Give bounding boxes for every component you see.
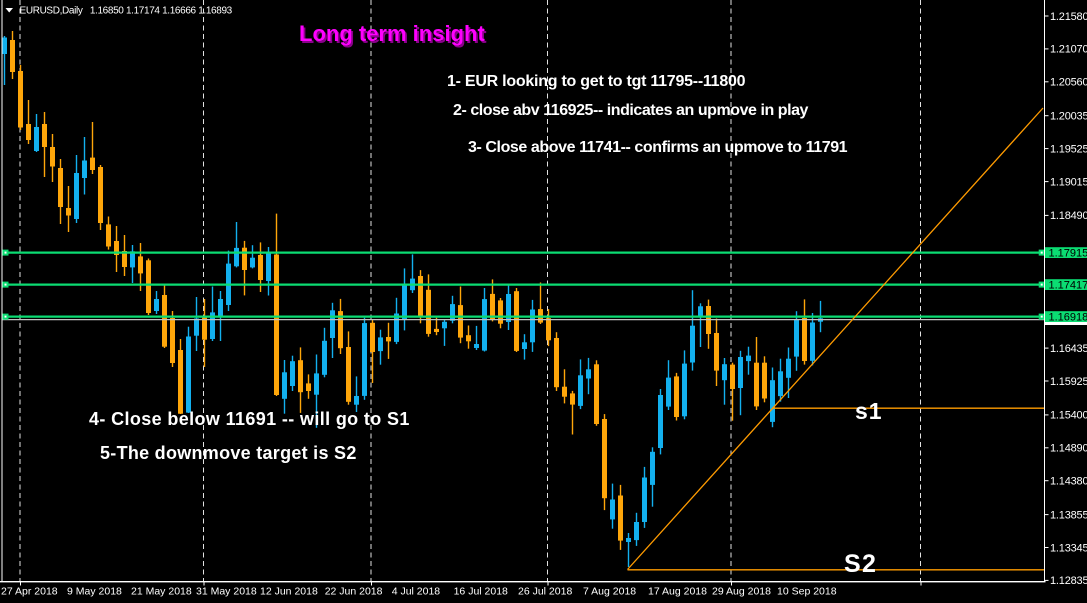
svg-text:12 Jun 2018: 12 Jun 2018 [260, 586, 318, 598]
svg-text:1.15400: 1.15400 [1050, 410, 1087, 422]
svg-text:1.12835: 1.12835 [1050, 575, 1087, 587]
svg-text:1.17417: 1.17417 [1049, 280, 1087, 292]
svg-text:1.14890: 1.14890 [1050, 443, 1087, 455]
svg-text:7 Aug 2018: 7 Aug 2018 [583, 586, 636, 598]
svg-text:26 Jul 2018: 26 Jul 2018 [518, 586, 572, 598]
svg-text:22 Jun 2018: 22 Jun 2018 [325, 586, 383, 598]
svg-text:9 May 2018: 9 May 2018 [67, 586, 122, 598]
svg-text:29 Aug 2018: 29 Aug 2018 [712, 586, 771, 598]
svg-text:1.15925: 1.15925 [1050, 376, 1087, 388]
svg-text:1.20560: 1.20560 [1050, 77, 1087, 89]
svg-text:1.13855: 1.13855 [1050, 509, 1087, 521]
svg-text:1.19525: 1.19525 [1050, 143, 1087, 155]
svg-text:16 Jul 2018: 16 Jul 2018 [454, 586, 508, 598]
svg-text:1.16918: 1.16918 [1049, 312, 1087, 324]
svg-text:21 May 2018: 21 May 2018 [131, 586, 192, 598]
svg-text:1.21580: 1.21580 [1050, 11, 1087, 23]
svg-text:4 Jul 2018: 4 Jul 2018 [392, 586, 441, 598]
svg-text:1.18490: 1.18490 [1050, 210, 1087, 222]
svg-text:1.14380: 1.14380 [1050, 476, 1087, 488]
svg-text:27 Apr 2018: 27 Apr 2018 [1, 586, 58, 598]
svg-text:1.16435: 1.16435 [1050, 343, 1087, 355]
svg-text:1.21070: 1.21070 [1050, 44, 1087, 56]
svg-text:1.19015: 1.19015 [1050, 176, 1087, 188]
svg-text:31 May 2018: 31 May 2018 [196, 586, 257, 598]
svg-text:EURUSD,Daily 1.16850 1.17174: EURUSD,Daily 1.16850 1.17174 1.16666 1.1… [20, 6, 233, 17]
svg-text:17 Aug 2018: 17 Aug 2018 [648, 586, 707, 598]
svg-text:1.13345: 1.13345 [1050, 542, 1087, 554]
svg-text:1.20035: 1.20035 [1050, 111, 1087, 123]
svg-text:10 Sep 2018: 10 Sep 2018 [777, 586, 837, 598]
svg-text:1.17915: 1.17915 [1049, 248, 1087, 260]
